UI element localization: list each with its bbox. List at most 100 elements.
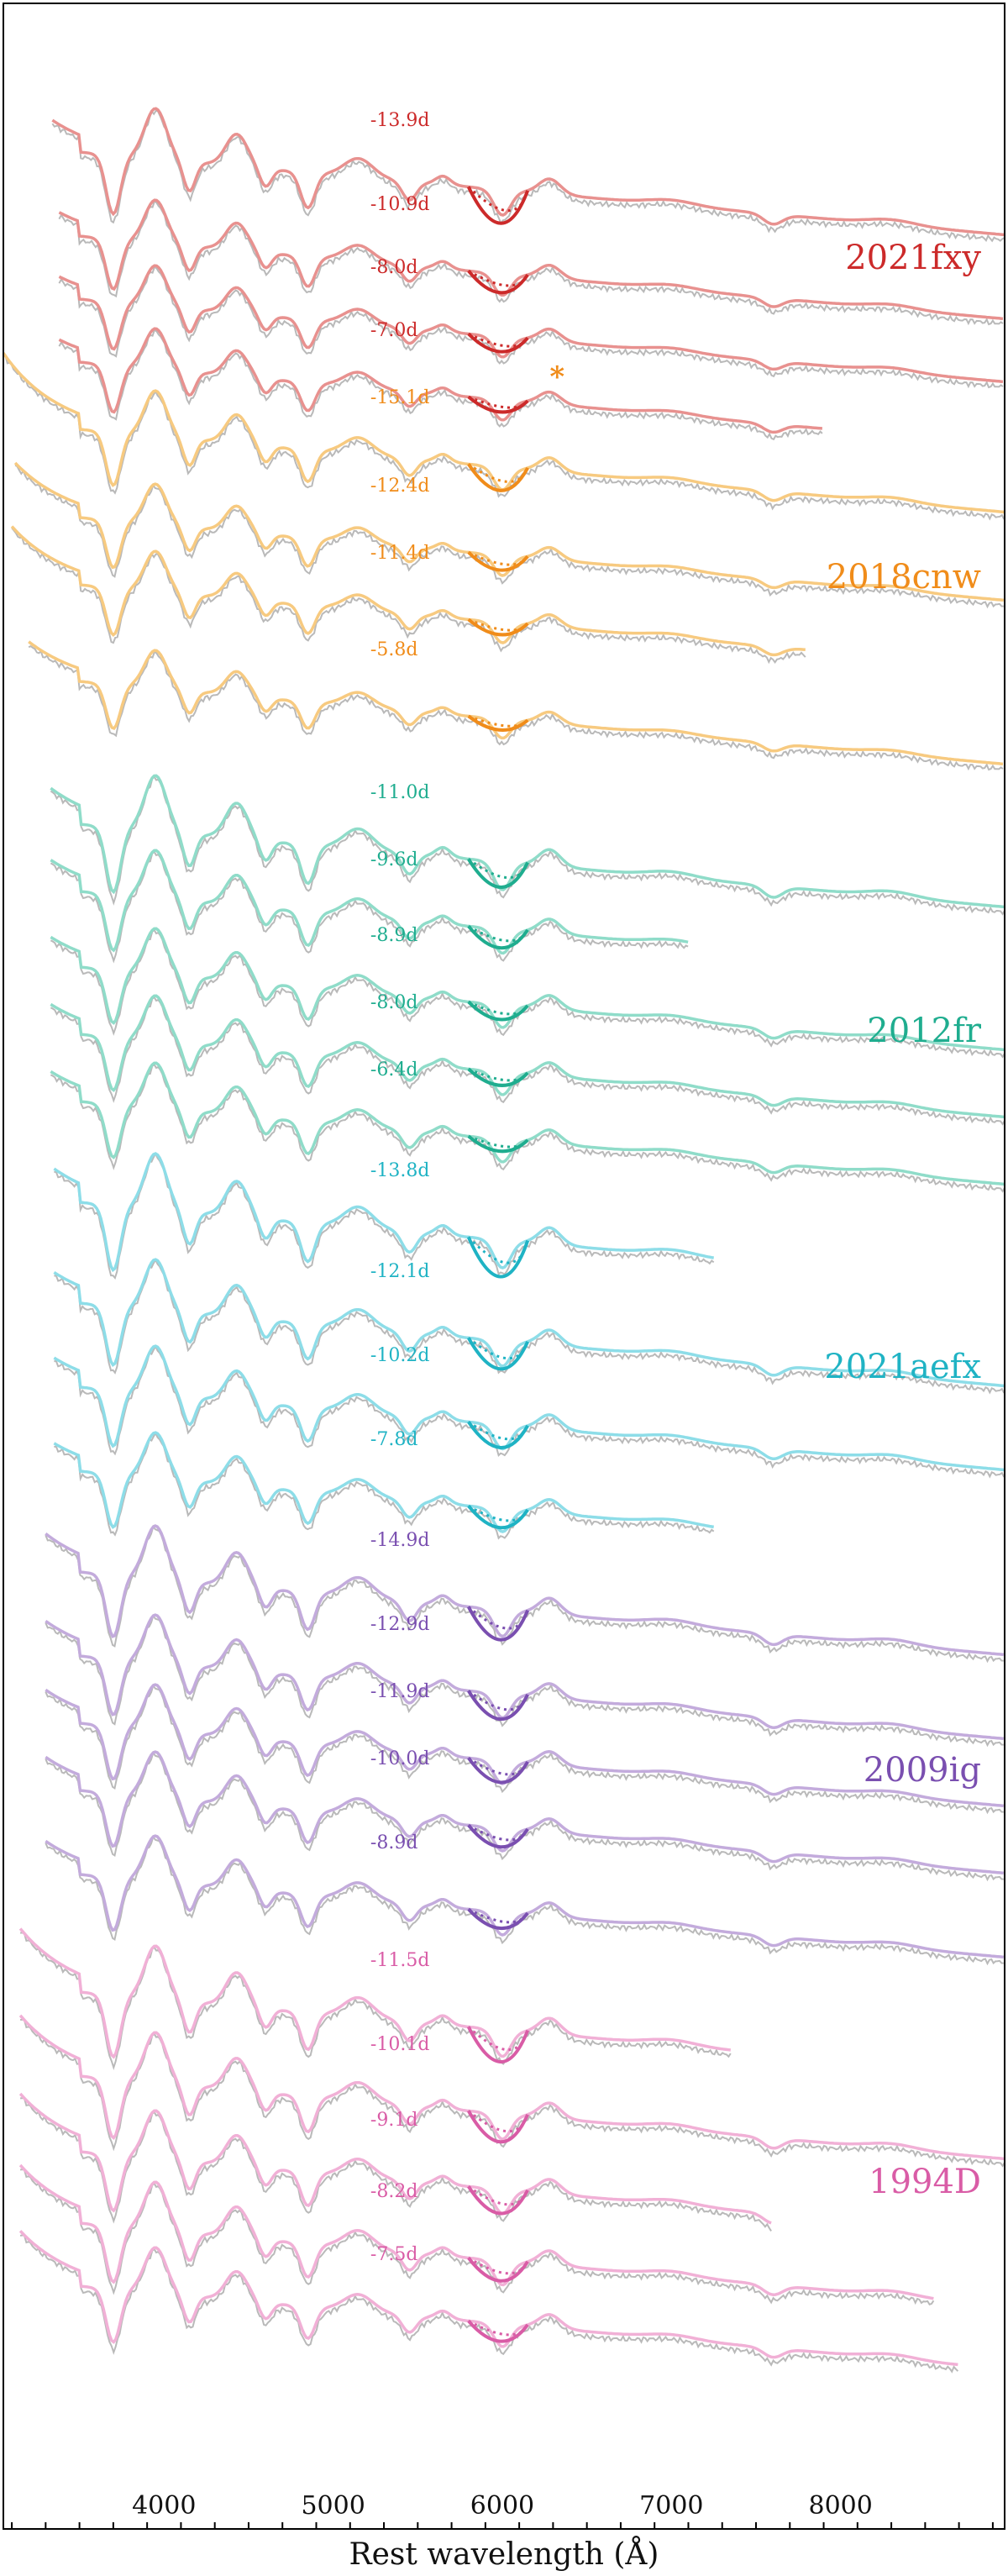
epoch-label: -10.1d (370, 2034, 430, 2055)
model-spectrum (50, 774, 1005, 909)
line-fit-solid (467, 1757, 529, 1785)
spectra-layer (2, 107, 1005, 2374)
model-spectrum (53, 1152, 714, 1273)
line-fit-dotted (468, 396, 529, 409)
observed-spectrum (58, 265, 1004, 389)
line-fit-dotted (468, 333, 529, 348)
x-tick-label: 5000 (301, 2491, 365, 2521)
annotation-star: * (549, 360, 564, 394)
epoch-label: -10.0d (370, 1748, 430, 1769)
epoch-label: -9.6d (370, 849, 418, 870)
line-fit-solid (466, 1236, 530, 1279)
line-fit-dotted (468, 618, 529, 632)
epoch-label: -13.8d (370, 1160, 430, 1181)
observed-spectrum (50, 850, 689, 964)
epoch-label: -12.9d (370, 1614, 430, 1635)
epoch-label: -10.9d (370, 194, 430, 215)
line-fit-solid (467, 1505, 529, 1530)
model-spectrum (58, 198, 1004, 321)
line-fit-dotted (467, 186, 529, 213)
model-spectrum (18, 1927, 732, 2059)
model-spectrum (18, 2014, 1005, 2161)
line-fit-solid (467, 1824, 529, 1849)
model-spectrum (50, 927, 1005, 1052)
model-spectrum (28, 640, 1004, 766)
model-spectrum (45, 1834, 1005, 1959)
model-spectrum (58, 264, 1004, 384)
epoch-label: -13.9d (370, 110, 430, 131)
observed-spectrum (45, 1750, 1004, 1882)
observed-spectrum (54, 1344, 1005, 1479)
model-spectrum (45, 1683, 1005, 1808)
line-fit-dotted (467, 925, 529, 943)
group-2012fr (50, 774, 1005, 1193)
epoch-label: -7.5d (370, 2244, 418, 2265)
epoch-label: -8.9d (370, 925, 418, 946)
line-fit-solid (467, 1421, 529, 1449)
model-spectrum (53, 1431, 714, 1533)
epoch-label: -10.2d (370, 1345, 430, 1366)
line-fit-dotted (467, 463, 529, 483)
observed-spectrum (19, 2234, 959, 2374)
epoch-label: -8.9d (370, 1832, 418, 1853)
line-fit-dotted (467, 270, 529, 287)
observed-spectrum (19, 2018, 1005, 2168)
epoch-label: -8.0d (370, 257, 418, 278)
line-fit-dotted (468, 1134, 529, 1149)
epoch-label: -11.0d (370, 782, 430, 803)
epoch-label: -7.0d (370, 320, 418, 341)
observed-spectrum (14, 464, 1004, 609)
model-spectrum (53, 1344, 1005, 1472)
line-fit-solid (467, 858, 529, 889)
line-fit-dotted (468, 1001, 529, 1016)
x-tick-label: 4000 (132, 2491, 196, 2521)
group-2018cnw (2, 352, 1005, 771)
line-fit-solid (467, 2320, 529, 2343)
group-label: 2009ig (864, 1751, 981, 1790)
model-spectrum (58, 327, 823, 434)
line-fit-dotted (467, 1757, 529, 1776)
line-fit-solid (467, 2257, 529, 2283)
epoch-label: -12.4d (370, 476, 430, 497)
model-spectrum (18, 2092, 772, 2225)
line-fit-solid (467, 2185, 529, 2216)
observed-spectrum (45, 1683, 1004, 1815)
model-spectrum (51, 107, 1005, 237)
line-fit-solid (466, 186, 530, 225)
line-fit-dotted (468, 551, 529, 566)
observed-spectrum (45, 1834, 1004, 1966)
observed-spectrum (28, 644, 1004, 771)
line-fit-solid (467, 1690, 529, 1722)
epoch-label: -15.1d (370, 387, 430, 408)
x-axis-title: Rest wavelength (Å) (349, 2537, 659, 2572)
x-tick-label: 7000 (639, 2491, 703, 2521)
x-tick-label: 6000 (470, 2491, 534, 2521)
observed-spectrum (50, 928, 1005, 1059)
line-fit-dotted (468, 1908, 529, 1924)
model-spectrum (18, 2230, 958, 2367)
epoch-label: -8.2d (370, 2181, 418, 2202)
line-fit-solid (467, 1908, 529, 1931)
x-axis: 4000 5000 6000 7000 8000 (11, 2491, 994, 2529)
x-tick-label: 8000 (809, 2491, 873, 2521)
line-fit-solid (467, 550, 529, 572)
epoch-label: -5.8d (370, 639, 418, 660)
observed-spectrum (50, 775, 1005, 916)
model-spectrum (45, 1613, 1005, 1741)
group-2021fxy (51, 107, 1005, 441)
line-fit-solid (467, 332, 529, 354)
model-spectrum (45, 1524, 1005, 1657)
group-label: 2012fr (867, 1012, 982, 1050)
epoch-label: -6.4d (370, 1059, 418, 1080)
group-2009ig (45, 1524, 1005, 1966)
group-label: 2021aefx (824, 1348, 981, 1386)
model-spectrum (50, 994, 1005, 1119)
model-spectrum (10, 525, 806, 657)
group-label: 2021fxy (845, 239, 981, 277)
line-fit-dotted (467, 2257, 529, 2275)
epoch-label: -11.5d (370, 1950, 430, 1971)
observed-spectrum (19, 2169, 935, 2306)
observed-spectrum (58, 328, 823, 441)
observed-spectrum (45, 1613, 1004, 1748)
